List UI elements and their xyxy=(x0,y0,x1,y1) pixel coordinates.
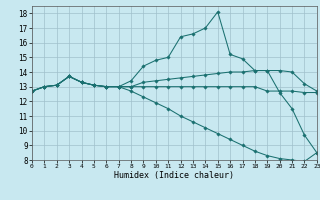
X-axis label: Humidex (Indice chaleur): Humidex (Indice chaleur) xyxy=(115,171,234,180)
